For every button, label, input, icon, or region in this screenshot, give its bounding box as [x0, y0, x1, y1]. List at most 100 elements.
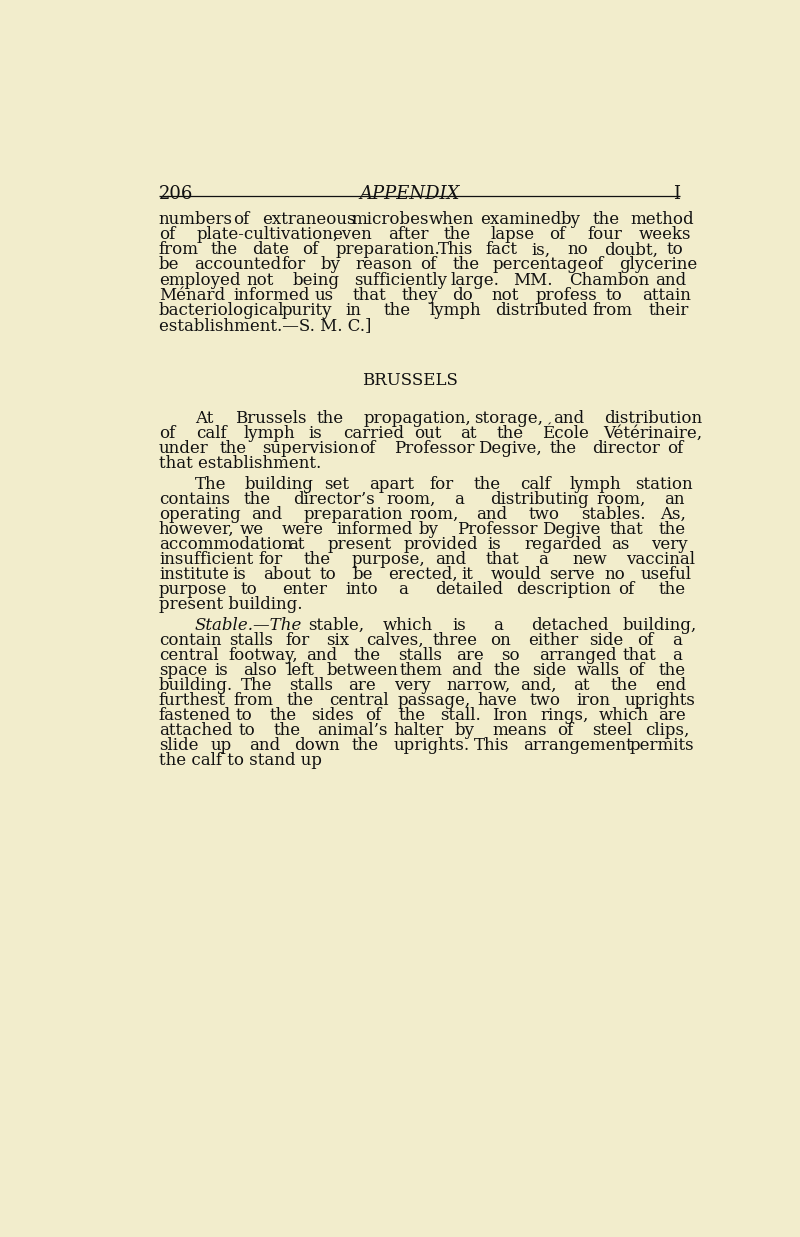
- Text: numbers: numbers: [159, 212, 233, 229]
- Text: Brussels: Brussels: [235, 409, 306, 427]
- Text: six: six: [326, 632, 350, 649]
- Text: is: is: [214, 662, 228, 679]
- Text: apart: apart: [369, 476, 414, 492]
- Text: the: the: [658, 662, 686, 679]
- Text: the: the: [219, 440, 246, 456]
- Text: lymph: lymph: [430, 302, 482, 319]
- Text: of: of: [302, 241, 318, 259]
- Text: not: not: [491, 287, 518, 303]
- Text: fact: fact: [486, 241, 518, 259]
- Text: the: the: [243, 491, 270, 507]
- Text: sides: sides: [311, 708, 354, 724]
- Text: serve: serve: [550, 567, 595, 583]
- Text: would: would: [490, 567, 542, 583]
- Text: MM.: MM.: [514, 271, 553, 288]
- Text: Chambon: Chambon: [569, 271, 649, 288]
- Text: side: side: [532, 662, 566, 679]
- Text: no: no: [567, 241, 588, 259]
- Text: uprights.: uprights.: [394, 737, 470, 755]
- Text: a: a: [672, 647, 682, 664]
- Text: when: when: [429, 212, 474, 229]
- Text: from: from: [233, 693, 273, 709]
- Text: of: of: [628, 662, 644, 679]
- Text: that: that: [353, 287, 386, 303]
- Text: contains: contains: [159, 491, 230, 507]
- Text: preparation.: preparation.: [335, 241, 440, 259]
- Text: being: being: [293, 271, 340, 288]
- Text: have: have: [477, 693, 517, 709]
- Text: weeks: weeks: [639, 226, 691, 244]
- Text: establishment.—S. M. C.]: establishment.—S. M. C.]: [159, 317, 371, 334]
- Text: contain: contain: [159, 632, 222, 649]
- Text: fastened: fastened: [159, 708, 231, 724]
- Text: room,: room,: [596, 491, 646, 507]
- Text: employed: employed: [159, 271, 240, 288]
- Text: that: that: [622, 647, 656, 664]
- Text: furthest: furthest: [159, 693, 226, 709]
- Text: reason: reason: [356, 256, 413, 273]
- Text: the: the: [550, 440, 577, 456]
- Text: at: at: [460, 424, 477, 442]
- Text: provided: provided: [404, 536, 478, 553]
- Text: insufficient: insufficient: [159, 550, 253, 568]
- Text: Iron: Iron: [492, 708, 528, 724]
- Text: Professor: Professor: [394, 440, 474, 456]
- Text: This: This: [438, 241, 473, 259]
- Text: iron: iron: [576, 693, 610, 709]
- Text: the: the: [398, 708, 426, 724]
- Text: propagation,: propagation,: [364, 409, 472, 427]
- Text: Stable.—The: Stable.—The: [195, 617, 302, 633]
- Text: passage,: passage,: [398, 693, 471, 709]
- Text: space: space: [159, 662, 207, 679]
- Text: director’s: director’s: [294, 491, 375, 507]
- Text: of: of: [359, 440, 375, 456]
- Text: supervision: supervision: [262, 440, 359, 456]
- Text: the: the: [444, 226, 471, 244]
- Text: purpose: purpose: [159, 581, 227, 597]
- Text: by: by: [418, 521, 438, 538]
- Text: as: as: [611, 536, 629, 553]
- Text: no: no: [605, 567, 626, 583]
- Text: two: two: [529, 506, 559, 523]
- Text: after: after: [388, 226, 428, 244]
- Text: two: two: [530, 693, 561, 709]
- Text: of: of: [557, 722, 574, 740]
- Text: I: I: [673, 184, 680, 203]
- Text: at: at: [573, 677, 590, 694]
- Text: are: are: [456, 647, 484, 664]
- Text: date: date: [253, 241, 290, 259]
- Text: At: At: [195, 409, 213, 427]
- Text: the: the: [286, 693, 314, 709]
- Text: to: to: [320, 567, 337, 583]
- Text: percentage: percentage: [493, 256, 588, 273]
- Text: stables.: stables.: [581, 506, 646, 523]
- Text: detailed: detailed: [434, 581, 502, 597]
- Text: purity: purity: [282, 302, 332, 319]
- Text: and: and: [249, 737, 280, 755]
- Text: down: down: [294, 737, 340, 755]
- Text: by: by: [454, 722, 474, 740]
- Text: stalls: stalls: [230, 632, 274, 649]
- Text: the: the: [452, 256, 479, 273]
- Text: for: for: [286, 632, 310, 649]
- Text: building: building: [245, 476, 314, 492]
- Text: that: that: [486, 550, 519, 568]
- Text: The: The: [195, 476, 226, 492]
- Text: useful: useful: [640, 567, 691, 583]
- Text: up: up: [211, 737, 232, 755]
- Text: glycerine: glycerine: [619, 256, 698, 273]
- Text: halter: halter: [394, 722, 444, 740]
- Text: APPENDIX: APPENDIX: [360, 184, 460, 203]
- Text: set: set: [324, 476, 349, 492]
- Text: the: the: [354, 647, 381, 664]
- Text: side: side: [589, 632, 623, 649]
- Text: École: École: [542, 424, 589, 442]
- Text: and: and: [435, 550, 466, 568]
- Text: the: the: [610, 677, 638, 694]
- Text: purpose,: purpose,: [351, 550, 425, 568]
- Text: and: and: [554, 409, 585, 427]
- Text: between: between: [326, 662, 398, 679]
- Text: Degive,: Degive,: [478, 440, 542, 456]
- Text: description: description: [516, 581, 610, 597]
- Text: a: a: [494, 617, 503, 633]
